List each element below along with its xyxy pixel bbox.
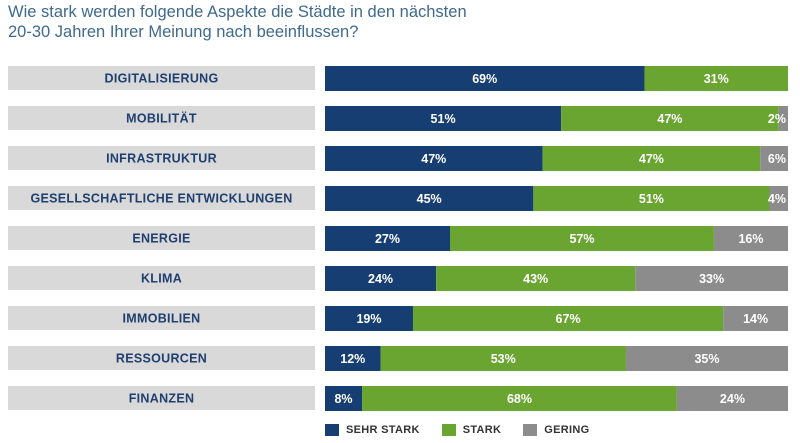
data-label-immobilien-stark: 67% [556,312,581,326]
bar-gesellschaftliche-entwicklungen-gering [769,186,788,211]
bar-energie-gering [713,226,788,251]
bar-immobilien-stark [412,306,724,331]
category-label-klima: KLIMA [141,272,182,286]
bar-gesellschaftliche-entwicklungen-sehr-stark [325,186,534,211]
category-label-background-mobilitaet [8,106,315,130]
bar-finanzen-sehr-stark [325,386,363,411]
bar-mobilitaet-gering [778,106,788,131]
data-label-energie-sehr-stark: 27% [375,232,400,246]
legend-item-gering: GERING [523,424,589,436]
bar-klima-stark [436,266,636,291]
bar-infrastruktur-sehr-stark [325,146,543,171]
legend-label-stark: STARK [462,424,502,436]
data-label-infrastruktur-gering: 6% [768,152,786,166]
bar-energie-stark [450,226,714,251]
data-label-klima-sehr-stark: 24% [368,272,393,286]
data-label-gesellschaftliche-entwicklungen-stark: 51% [639,192,664,206]
chart-title-line-2: 20-30 Jahren Ihrer Meinung nach beeinflu… [8,23,359,41]
data-label-gesellschaftliche-entwicklungen-gering: 4% [768,192,786,206]
category-label-gesellschaftliche-entwicklungen: GESELLSCHAFTLICHE ENTWICKLUNGEN [30,192,292,206]
bar-finanzen-gering [676,386,788,411]
bar-klima-gering [635,266,788,291]
category-label-mobilitaet: MOBILITÄT [126,111,197,126]
category-label-digitalisierung: DIGITALISIERUNG [105,72,219,86]
data-label-infrastruktur-sehr-stark: 47% [421,152,446,166]
data-label-digitalisierung-sehr-stark: 69% [472,72,497,86]
bar-infrastruktur-stark [542,146,761,171]
chart-title-line-1: Wie stark werden folgende Aspekte die St… [8,3,467,21]
bar-immobilien-gering [723,306,788,331]
category-label-finanzen: FINANZEN [129,392,195,406]
bar-gesellschaftliche-entwicklungen-stark [533,186,770,211]
category-label-background-immobilien [8,306,315,330]
bar-digitalisierung-stark [644,66,788,91]
legend-label-sehr-stark: SEHR STARK [346,424,420,436]
data-label-klima-stark: 43% [523,272,548,286]
category-label-background-gesellschaftliche-entwicklungen [8,186,315,210]
legend-label-gering: GERING [544,424,590,436]
data-label-mobilitaet-gering: 2% [768,112,786,126]
data-label-immobilien-gering: 14% [743,312,768,326]
legend-item-stark: STARK [441,424,502,436]
data-label-energie-gering: 16% [738,232,763,246]
data-label-ressourcen-stark: 53% [491,352,516,366]
data-label-finanzen-stark: 68% [507,392,532,406]
data-label-energie-stark: 57% [569,232,594,246]
data-label-gesellschaftliche-entwicklungen-sehr-stark: 45% [417,192,442,206]
bar-digitalisierung-sehr-stark [325,66,645,91]
legend-item-sehr-stark: SEHR STARK [325,424,420,436]
bar-mobilitaet-sehr-stark [325,106,562,131]
category-label-energie: ENERGIE [132,232,190,246]
category-label-background-digitalisierung [8,66,315,90]
data-label-mobilitaet-stark: 47% [657,112,682,126]
category-label-immobilien: IMMOBILIEN [123,312,201,326]
data-label-klima-gering: 33% [699,272,724,286]
bar-klima-sehr-stark [325,266,437,291]
category-label-ressourcen: RESSOURCEN [116,352,207,366]
legend-swatch-gering [523,424,538,436]
legend-swatch-sehr-stark [325,424,339,436]
category-label-background-energie [8,226,315,250]
bar-finanzen-stark [362,386,677,411]
chart-legend: SEHR STARK STARK GERING [325,424,611,436]
data-label-finanzen-sehr-stark: 8% [334,392,352,406]
bar-immobilien-sehr-stark [325,306,413,331]
category-label-background-infrastruktur [8,146,315,170]
category-label-background-klima [8,266,315,290]
data-label-ressourcen-gering: 35% [694,352,719,366]
bar-mobilitaet-stark [561,106,779,131]
bar-ressourcen-sehr-stark [325,346,381,371]
data-label-ressourcen-sehr-stark: 12% [340,352,365,366]
data-label-infrastruktur-stark: 47% [639,152,664,166]
bar-ressourcen-gering [625,346,788,371]
data-label-finanzen-gering: 24% [720,392,745,406]
category-label-background-ressourcen [8,346,315,370]
legend-swatch-stark [441,424,456,436]
data-label-immobilien-sehr-stark: 19% [356,312,381,326]
bar-energie-sehr-stark [325,226,451,251]
chart-title: Wie stark werden folgende Aspekte die St… [8,2,708,42]
category-label-background-finanzen [8,386,315,410]
data-label-digitalisierung-stark: 31% [704,72,729,86]
bar-ressourcen-stark [380,346,626,371]
data-label-mobilitaet-sehr-stark: 51% [431,112,456,126]
category-label-infrastruktur: INFRASTRUKTUR [106,152,217,166]
bar-infrastruktur-gering [760,146,788,171]
